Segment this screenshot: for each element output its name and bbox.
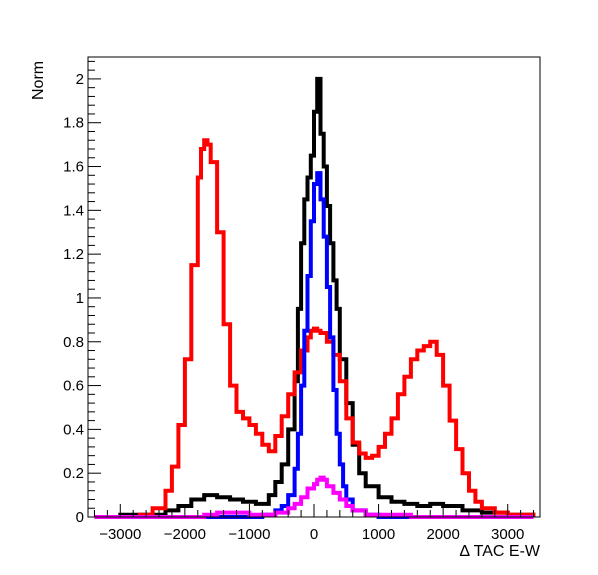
x-tick-label: 1000	[362, 526, 395, 543]
series-1-line	[94, 138, 536, 519]
series-2-line	[94, 171, 534, 519]
series-0-line	[94, 76, 536, 519]
y-tick-label: 0.6	[63, 378, 84, 395]
y-tick-label: 1.2	[63, 246, 84, 263]
x-tick-label: −3000	[99, 526, 141, 543]
x-tick-label: −1000	[228, 526, 270, 543]
y-tick-label: 1.8	[63, 115, 84, 132]
x-tick-label: 2000	[426, 526, 459, 543]
x-tick-label: 0	[310, 526, 318, 543]
x-tick-label: −2000	[164, 526, 206, 543]
x-tick-label: 3000	[491, 526, 524, 543]
y-axis-title: Norm	[30, 61, 47, 100]
axis-layer: −3000 −2000 −1000 0 1000 2000 3000 0 0.2 0.4 0.6 0.…	[63, 60, 535, 543]
y-tick-label: 0.8	[63, 334, 84, 351]
y-tick-label: 0	[76, 509, 84, 526]
x-axis-title: Δ TAC E-W	[459, 543, 541, 560]
y-tick-label: 0.2	[63, 465, 84, 482]
series-layer	[94, 76, 536, 519]
y-tick-label: 0.4	[63, 421, 84, 438]
y-tick-label: 1	[76, 290, 84, 307]
y-tick-label: 2	[76, 71, 84, 88]
y-tick-label: 1.4	[63, 202, 84, 219]
y-tick-label: 1.6	[63, 159, 84, 176]
